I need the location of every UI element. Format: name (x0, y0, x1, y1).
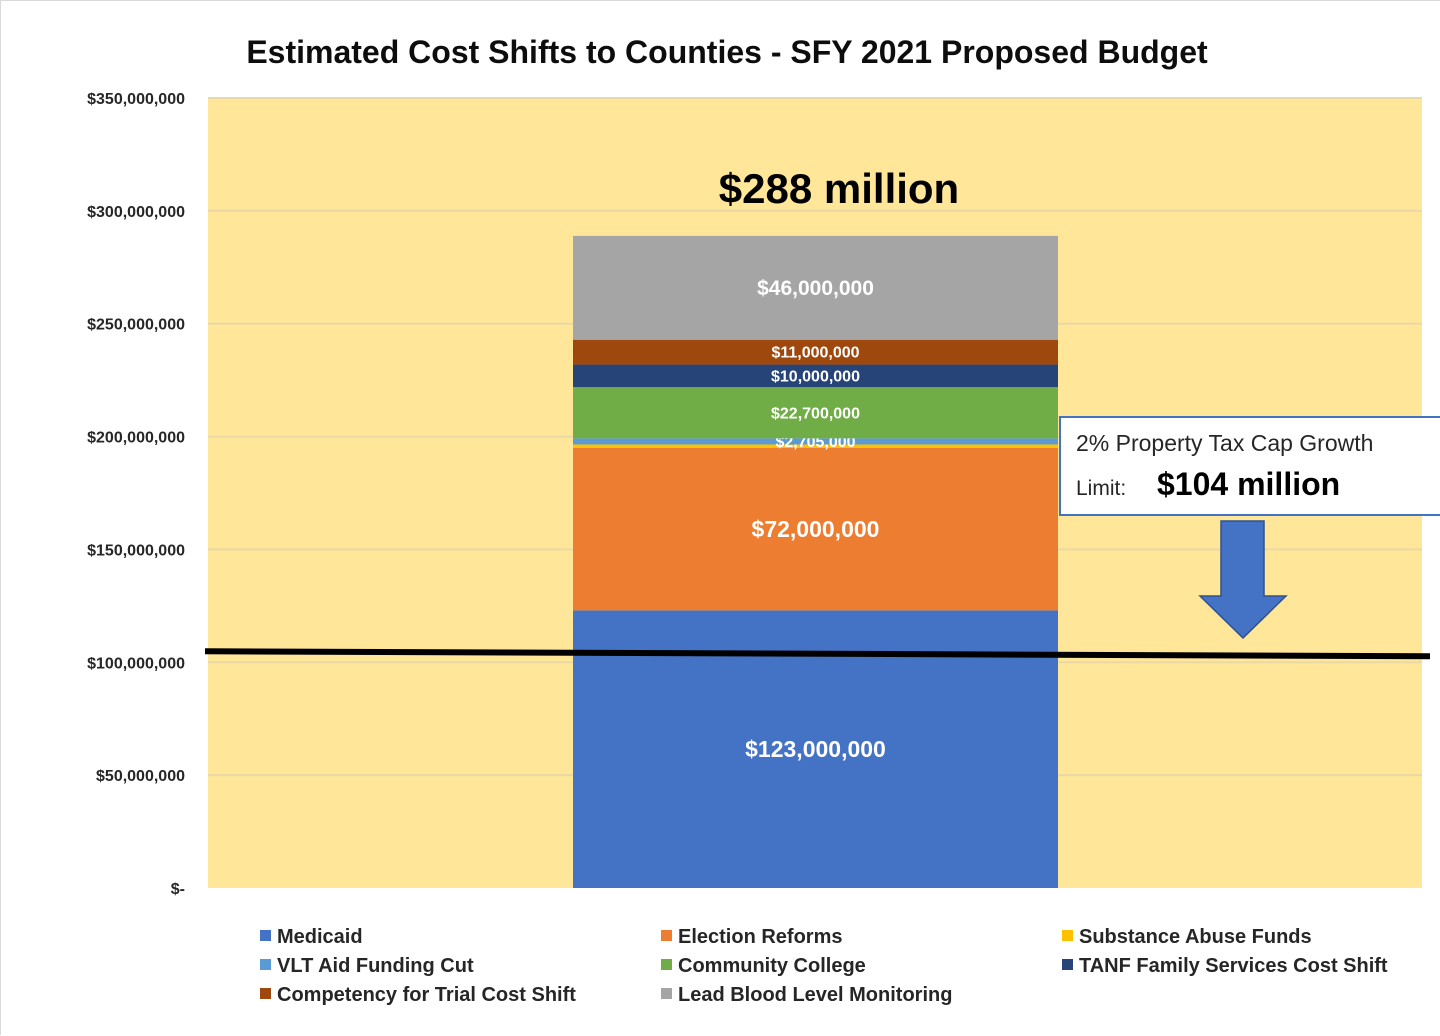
legend-label: Substance Abuse Funds (1079, 926, 1312, 948)
callout-text: 2% Property Tax Cap Growth (1076, 430, 1373, 456)
data-label: $123,000,000 (745, 736, 886, 762)
legend-swatch (260, 930, 271, 941)
bar-segment-vlt-aid-funding-cut (573, 438, 1058, 445)
bar-segment-lead-blood-level-monitoring (573, 235, 1058, 340)
y-tick-label: $250,000,000 (87, 317, 185, 334)
data-label: $46,000,000 (757, 277, 874, 300)
y-tick-label: $100,000,000 (87, 655, 185, 672)
chart-title: Estimated Cost Shifts to Counties - SFY … (246, 34, 1208, 70)
callout-box (1059, 416, 1440, 516)
callout-limit-value: $104 million (1157, 466, 1340, 502)
legend-swatch (1062, 930, 1073, 941)
legend-label: TANF Family Services Cost Shift (1079, 955, 1388, 977)
legend-label: Community College (678, 955, 866, 977)
bar-segment-competency-for-trial-cost-shift (573, 339, 1058, 365)
legend-label: Lead Blood Level Monitoring (678, 984, 952, 1006)
y-tick-label: $200,000,000 (87, 430, 185, 447)
bar-segment-tanf-family-services-cost-shift (573, 364, 1058, 388)
data-label: $10,000,000 (771, 368, 860, 385)
legend-swatch (661, 959, 672, 970)
legend-label: Medicaid (277, 926, 363, 948)
bar-segment-election-reforms (573, 447, 1058, 611)
legend-label: Election Reforms (678, 926, 842, 948)
data-label: $11,000,000 (771, 345, 859, 362)
y-tick-label: $- (171, 881, 185, 898)
legend-swatch (661, 930, 672, 941)
down-arrow-icon (1198, 520, 1288, 640)
reference-line (204, 648, 1431, 660)
y-tick-label: $50,000,000 (96, 768, 185, 785)
legend-label: Competency for Trial Cost Shift (277, 984, 576, 1006)
legend-label: VLT Aid Funding Cut (277, 955, 474, 977)
legend: Medicaid Election Reforms Substance Abuse … (260, 926, 1388, 1006)
total-label: $288 million (719, 165, 959, 212)
data-label: $22,700,000 (771, 405, 860, 422)
callout-limit-label: Limit: (1076, 477, 1126, 500)
legend-swatch (260, 988, 271, 999)
data-label: $72,000,000 (752, 516, 880, 542)
legend-swatch (260, 959, 271, 970)
y-tick-label: $300,000,000 (87, 204, 185, 221)
y-tick-label: $350,000,000 (87, 91, 185, 108)
legend-swatch (661, 988, 672, 999)
legend-swatch (1062, 959, 1073, 970)
y-tick-label: $150,000,000 (87, 542, 185, 559)
bar-segment-substance-abuse-funds (573, 444, 1058, 448)
bar-segment-community-college (573, 387, 1058, 439)
annotation-area: 2% Property Tax Cap Growth Limit: $104 mil… (1059, 416, 1440, 640)
